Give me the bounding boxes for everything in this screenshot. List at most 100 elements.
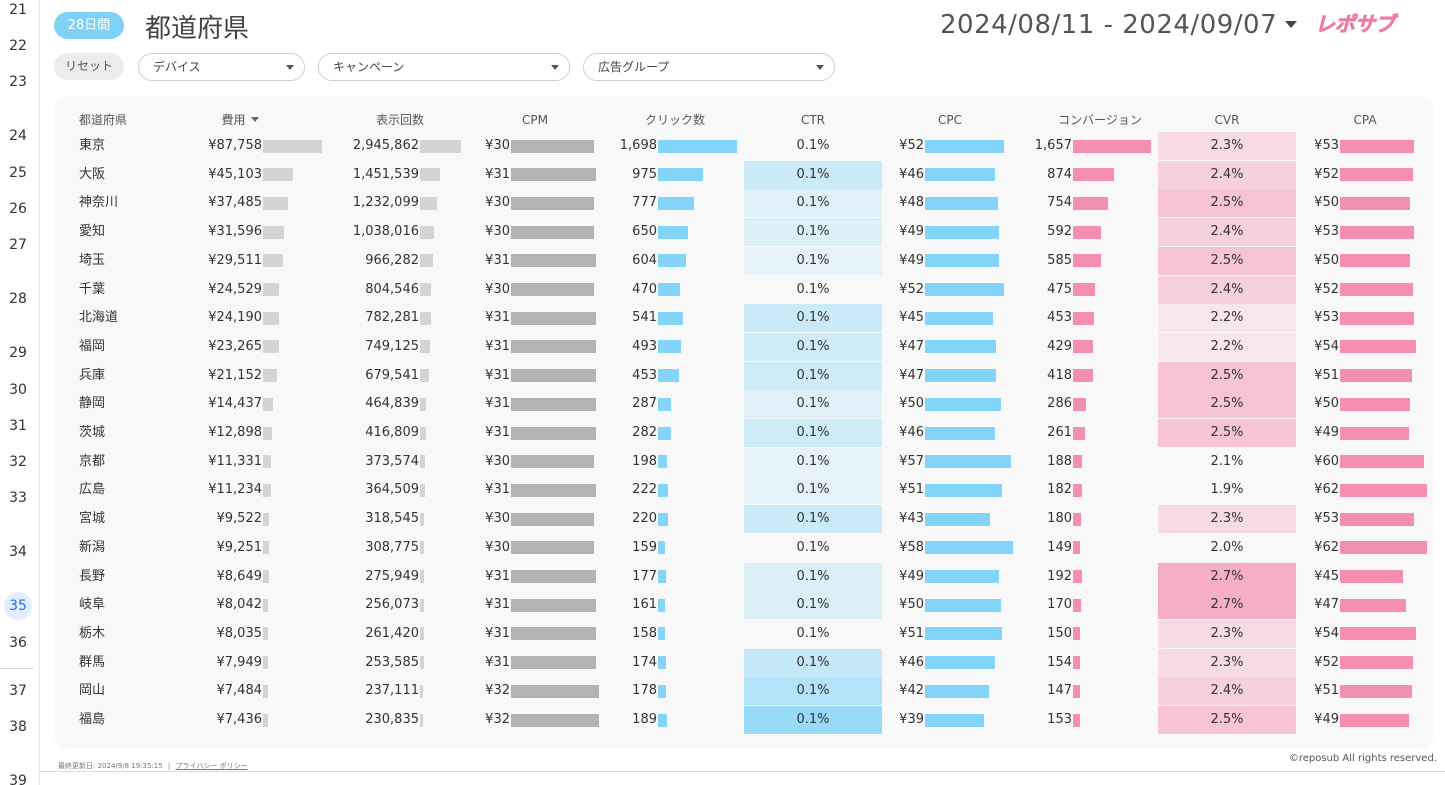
column-header[interactable]: CPA (1315, 112, 1415, 128)
cpa-value: ¥50 (1314, 396, 1339, 412)
row-number[interactable]: 31 (9, 418, 27, 434)
campaign-dropdown-label: キャンペーン (333, 60, 405, 74)
column-header[interactable]: 都道府県 (79, 112, 179, 128)
row-number[interactable]: 32 (9, 454, 27, 470)
cpm-bar (511, 254, 597, 268)
row-number[interactable]: 39 (9, 773, 27, 785)
row-number[interactable]: 27 (9, 237, 27, 253)
prefecture-name: 群馬 (79, 654, 106, 670)
ctr-value: 0.1% (796, 568, 830, 584)
cpa-value: ¥60 (1314, 453, 1339, 469)
date-range-picker[interactable]: 2024/08/11 - 2024/09/07 (940, 10, 1278, 40)
cpm-value: ¥31 (485, 338, 510, 354)
cpa-bar (1340, 512, 1415, 526)
impressions-bar (420, 541, 425, 555)
ctr-value: 0.1% (796, 539, 830, 555)
ctr-heat-cell (744, 332, 882, 361)
cpa-value: ¥45 (1314, 568, 1339, 584)
cpc-bar (925, 483, 1003, 497)
impressions-value: 364,509 (365, 482, 419, 498)
reset-button[interactable]: リセット (54, 53, 124, 80)
cpa-bar (1340, 168, 1413, 182)
ad-group-dropdown[interactable]: 広告グループ (583, 53, 835, 81)
cost-value: ¥7,436 (216, 712, 263, 727)
cost-bar (263, 483, 271, 497)
row-number[interactable]: 26 (9, 201, 27, 217)
row-number[interactable]: 24 (9, 128, 27, 144)
clicks-value: 161 (632, 597, 657, 613)
cost-value: ¥29,511 (208, 252, 262, 268)
cpm-value: ¥31 (485, 252, 510, 268)
column-header-label: クリック数 (644, 113, 705, 127)
cost-value: ¥11,234 (208, 482, 262, 498)
clicks-bar (658, 168, 704, 182)
cpa-bar (1340, 196, 1411, 210)
cost-bar (263, 627, 269, 641)
prefecture-name: 福島 (79, 712, 106, 727)
ctr-value: 0.1% (796, 166, 830, 182)
privacy-policy-link[interactable]: プライバシー ポリシー (175, 762, 248, 770)
cost-bar (263, 225, 285, 239)
clicks-value: 220 (632, 511, 657, 527)
column-header[interactable]: クリック数 (610, 112, 740, 128)
column-header[interactable]: コンバージョン (1035, 112, 1165, 128)
cvr-heat-cell (1158, 562, 1296, 591)
cpc-bar (925, 627, 1003, 641)
row-number[interactable]: 28 (9, 291, 27, 307)
column-header[interactable]: CPC (900, 112, 1000, 128)
cpc-value: ¥50 (899, 396, 924, 412)
cpa-bar (1340, 254, 1411, 268)
cpc-bar (925, 283, 1004, 296)
date-range-caret-icon[interactable] (1285, 21, 1297, 28)
row-number[interactable]: 38 (9, 719, 27, 735)
cvr-value: 2.5% (1210, 252, 1244, 268)
sort-desc-icon[interactable] (250, 117, 259, 122)
prefecture-name: 栃木 (79, 625, 106, 641)
ctr-heat-cell (744, 419, 882, 447)
row-number[interactable]: 33 (9, 490, 27, 506)
ctr-value: 0.1% (796, 597, 830, 613)
cpm-value: ¥30 (485, 511, 510, 527)
impressions-value: 308,775 (365, 539, 419, 555)
column-header[interactable]: CTR (744, 112, 882, 128)
row-number[interactable]: 30 (9, 382, 27, 398)
clicks-value: 541 (632, 310, 657, 326)
ctr-value: 0.1% (796, 252, 830, 268)
column-header[interactable]: 費用 (200, 112, 280, 128)
cpa-bar (1340, 455, 1425, 469)
row-number[interactable]: 35 (4, 592, 32, 620)
row-number[interactable]: 29 (9, 345, 27, 361)
column-header[interactable]: CVR (1158, 112, 1296, 128)
column-header-label: CPC (938, 113, 962, 127)
row-number[interactable]: 34 (9, 544, 27, 560)
cost-bar (263, 196, 289, 210)
conversions-bar (1073, 483, 1082, 497)
cvr-heat-cell (1158, 591, 1296, 620)
cost-value: ¥24,529 (208, 281, 262, 297)
row-number[interactable]: 25 (9, 165, 27, 181)
cost-value: ¥8,035 (216, 625, 263, 641)
ctr-heat-cell (744, 246, 882, 275)
campaign-dropdown[interactable]: キャンペーン (318, 53, 570, 81)
conversions-value: 475 (1047, 281, 1072, 297)
column-header[interactable]: 表示回数 (335, 112, 465, 128)
cost-bar (263, 713, 268, 727)
row-number[interactable]: 23 (9, 74, 27, 90)
row-number[interactable]: 37 (9, 683, 27, 699)
row-number[interactable]: 21 (9, 2, 27, 18)
device-dropdown[interactable]: デバイス (138, 53, 305, 81)
conversions-value: 149 (1047, 539, 1072, 555)
ctr-heat-cell (744, 189, 882, 218)
ctr-heat-cell (744, 591, 882, 620)
impressions-value: 253,585 (365, 654, 419, 670)
cpc-bar (925, 311, 994, 325)
cpc-value: ¥39 (899, 712, 924, 727)
period-badge[interactable]: 28日間 (54, 12, 124, 39)
row-number[interactable]: 36 (9, 635, 27, 651)
cvr-heat-cell (1158, 505, 1296, 534)
cpc-bar (925, 196, 998, 210)
column-header[interactable]: CPM (485, 112, 585, 128)
row-number[interactable]: 22 (9, 38, 27, 54)
cost-bar (263, 512, 270, 526)
impressions-value: 230,835 (365, 712, 419, 727)
